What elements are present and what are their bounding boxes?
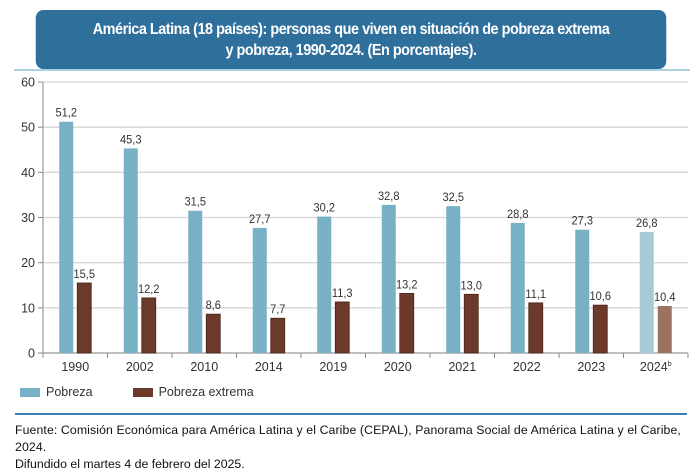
- bar-pobreza: [317, 216, 332, 353]
- source-line: Fuente: Comisión Económica para América …: [15, 423, 681, 454]
- bar-pobreza-extrema: [528, 302, 544, 354]
- footer-divider: [15, 413, 687, 415]
- x-tick-label: 2002: [126, 360, 154, 374]
- bar-pobreza: [252, 227, 267, 353]
- data-label: 32,5: [443, 192, 464, 204]
- y-tick-label: 50: [21, 121, 35, 135]
- chart-title-line-1: América Latina (18 países): personas que…: [92, 20, 610, 38]
- bar-pobreza-extrema: [592, 304, 608, 354]
- bar-pobreza: [510, 222, 525, 353]
- bar-pobreza: [639, 231, 654, 353]
- legend: Pobreza Pobreza extrema: [20, 385, 294, 399]
- bar-pobreza: [188, 210, 203, 353]
- bar-pobreza-extrema: [399, 292, 415, 354]
- x-tick-label: 2019: [319, 360, 347, 374]
- data-label: 13,0: [461, 280, 482, 292]
- bar-pobreza: [446, 206, 461, 353]
- legend-label-pobreza: Pobreza: [46, 385, 93, 399]
- chart-title-line-2: y pobreza, 1990-2024. (En porcentajes).: [225, 41, 477, 59]
- x-tick-label: 2014: [255, 360, 283, 374]
- x-tick-label: 2020: [384, 360, 412, 374]
- bar-pobreza-extrema: [76, 282, 92, 354]
- bar-pobreza: [59, 121, 74, 353]
- legend-swatch-pobreza: [20, 387, 40, 397]
- title-underline: [14, 69, 690, 71]
- y-tick-label: 40: [21, 166, 35, 180]
- data-label: 11,1: [525, 288, 546, 300]
- data-label: 26,8: [636, 218, 657, 230]
- data-label: 13,2: [396, 279, 417, 291]
- y-tick-label: 0: [28, 347, 35, 361]
- data-label: 15,5: [74, 269, 95, 281]
- footnote-marker: b: [668, 361, 672, 368]
- bar-pobreza-extrema: [334, 301, 350, 354]
- data-label: 31,5: [185, 196, 206, 208]
- y-tick-label: 10: [21, 301, 35, 315]
- data-label: 32,8: [378, 190, 399, 202]
- bar-pobreza-extrema: [141, 297, 157, 354]
- bar-pobreza-extrema: [270, 317, 286, 354]
- data-label: 28,8: [507, 209, 528, 221]
- x-tick-label: 2021: [448, 360, 476, 374]
- legend-item-pobreza-extrema: Pobreza extrema: [132, 385, 254, 399]
- x-tick-label: 2010: [190, 360, 218, 374]
- chart-title: América Latina (18 países): personas que…: [35, 10, 667, 69]
- bar-pobreza-extrema: [205, 313, 221, 354]
- data-label: 51,2: [56, 107, 77, 119]
- data-label: 27,7: [249, 214, 270, 226]
- x-tick-label: 2024b: [640, 360, 672, 374]
- x-tick-label: 2023: [577, 360, 605, 374]
- y-tick-label: 20: [21, 256, 35, 270]
- bar-pobreza: [575, 229, 590, 353]
- x-tick-label: 1990: [61, 360, 89, 374]
- data-label: 27,3: [572, 215, 593, 227]
- data-label: 10,4: [654, 292, 676, 304]
- y-tick-label: 30: [21, 211, 35, 225]
- legend-item-pobreza: Pobreza: [20, 385, 93, 399]
- legend-label-pobreza-extrema: Pobreza extrema: [158, 385, 254, 399]
- bar-pobreza-extrema: [657, 306, 672, 353]
- bar-pobreza: [381, 204, 396, 353]
- data-label: 10,6: [590, 291, 611, 303]
- data-label: 45,3: [120, 134, 141, 146]
- y-tick-label: 60: [21, 76, 35, 90]
- data-label: 11,3: [332, 288, 353, 300]
- source-note: Fuente: Comisión Económica para América …: [15, 422, 695, 473]
- bar-pobreza-extrema: [463, 293, 479, 354]
- data-label: 8,6: [206, 300, 221, 312]
- data-label: 30,2: [314, 202, 335, 214]
- bar-chart: 0 10 20 30 40 50 60 51,2 15,5 1990 45,3 12,2 2002 31,…: [21, 76, 689, 374]
- release-date-line: Difundido el martes 4 de febrero del 202…: [15, 457, 245, 471]
- legend-swatch-pobreza-extrema: [132, 387, 153, 397]
- data-label: 12,2: [138, 284, 159, 296]
- data-label: 7,7: [270, 304, 285, 316]
- x-tick-label: 2022: [513, 360, 541, 374]
- bar-pobreza: [123, 148, 138, 353]
